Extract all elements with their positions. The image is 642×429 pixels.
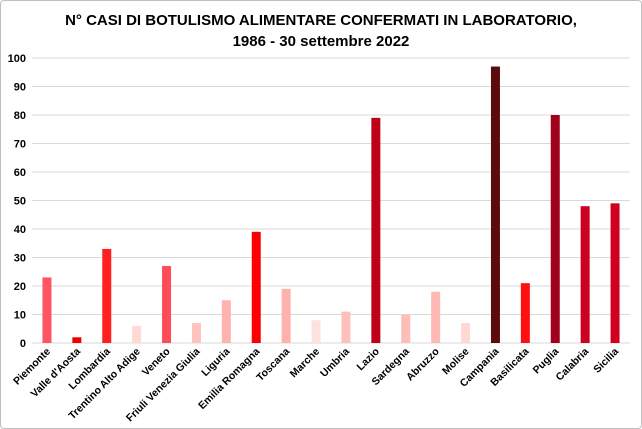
bar	[580, 206, 590, 343]
x-tick-label: Toscana	[254, 346, 292, 384]
bar	[191, 323, 201, 343]
y-tick-label: 10	[14, 310, 26, 322]
bar	[431, 291, 441, 343]
x-tick-label: Abruzzo	[404, 346, 442, 384]
x-tick-label: Lazio	[355, 346, 382, 373]
y-tick-label: 20	[14, 281, 26, 293]
y-tick-label: 80	[14, 110, 26, 122]
chart-title-block: N° CASI DI BOTULISMO ALIMENTARE CONFERMA…	[0, 10, 642, 52]
y-tick-label: 60	[14, 167, 26, 179]
x-tick-label: Calabria	[553, 346, 591, 384]
bar	[162, 266, 172, 343]
bar	[132, 325, 142, 343]
bar	[341, 311, 351, 343]
y-tick-label: 50	[14, 196, 26, 208]
bar	[520, 283, 530, 343]
bar	[401, 314, 411, 343]
x-tick-label: Sicilia	[591, 346, 621, 376]
bar	[610, 203, 620, 343]
y-tick-label: 40	[14, 224, 26, 236]
y-tick-label: 0	[20, 338, 26, 350]
x-tick-label: Marche	[288, 346, 323, 381]
bar	[371, 117, 381, 343]
bar	[42, 277, 52, 343]
y-tick-label: 70	[14, 139, 26, 151]
chart-subtitle: 1986 - 30 settembre 2022	[232, 33, 410, 50]
bar	[72, 337, 82, 343]
bar	[461, 323, 471, 343]
bar	[490, 66, 500, 344]
bar	[311, 320, 321, 343]
bar	[550, 115, 560, 343]
y-tick-label: 90	[14, 82, 26, 94]
chart-title: N° CASI DI BOTULISMO ALIMENTARE CONFERMA…	[65, 12, 577, 29]
bar	[221, 300, 231, 343]
bar	[251, 231, 261, 343]
bar	[102, 248, 112, 343]
x-tick-label: Umbria	[318, 346, 352, 380]
bar	[281, 288, 291, 343]
y-tick-label: 30	[14, 253, 26, 265]
y-tick-label: 100	[8, 53, 26, 65]
